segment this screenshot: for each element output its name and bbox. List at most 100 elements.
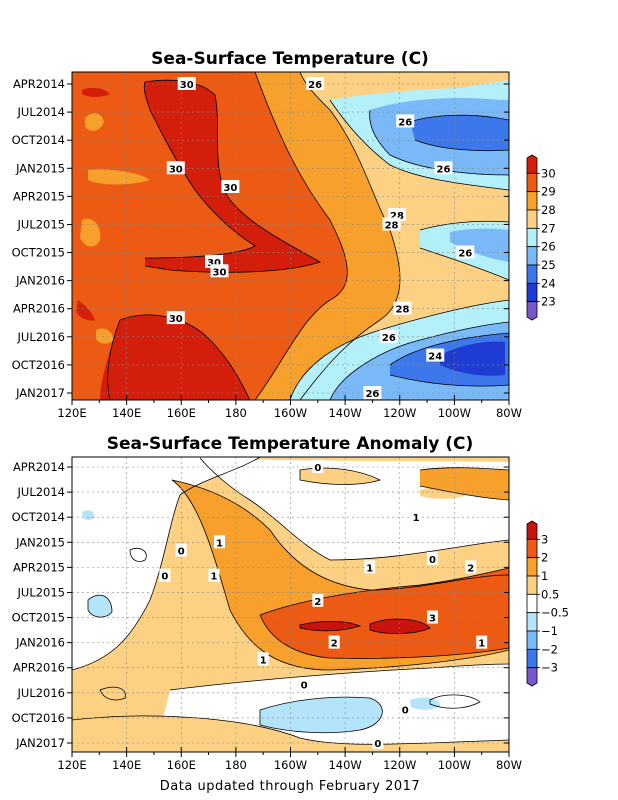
anomaly-contour-label: 0 <box>161 572 168 583</box>
sst-x-tick-label: 120W <box>383 406 416 420</box>
anomaly-colorbar-swatch <box>526 557 538 577</box>
anomaly-colorbar-label: −0.5 <box>541 606 569 620</box>
sst-y-tick-label: APR2014 <box>13 77 65 91</box>
sst-contour-label: 26 <box>458 249 472 260</box>
anomaly-contour-label-box <box>208 568 220 582</box>
anomaly-contour-label-box <box>312 593 324 607</box>
sst-x-tick-label: 160E <box>167 406 196 420</box>
anomaly-y-tick-label: JUL2016 <box>17 686 65 700</box>
sst-contour-label: 28 <box>390 211 404 222</box>
sst-colorbar-label: 26 <box>541 240 556 254</box>
anomaly-contour-label: 2 <box>331 639 338 650</box>
anomaly-contour-label-box <box>364 560 376 574</box>
sst-contour-label-box <box>210 264 229 278</box>
sst-y-tick-label: JAN2017 <box>15 386 65 400</box>
sst-colorbar: 30 29 28 27 26 25 24 23 <box>526 154 556 321</box>
sst-x-tick-label: 100W <box>438 406 471 420</box>
anomaly-x-tick-label: 140E <box>112 758 141 772</box>
anomaly-chart-title: Sea-Surface Temperature Anomaly (C) <box>107 434 474 454</box>
sst-contour-label-box <box>396 114 415 128</box>
sst-contour-label-box <box>363 386 382 399</box>
anomaly-colorbar-label: 3 <box>541 532 548 546</box>
anomaly-x-tick-label: 160E <box>167 758 196 772</box>
sst-colorbar-swatch <box>526 301 538 321</box>
sst-colorbar-swatch <box>526 172 538 193</box>
sst-y-tick-label: OCT2016 <box>12 358 65 372</box>
anomaly-y-tick-label: OCT2015 <box>12 611 65 625</box>
anomaly-contour-label-box <box>427 610 439 624</box>
sst-contour-label: 24 <box>428 352 442 363</box>
anomaly-contour-label: 1 <box>413 513 420 524</box>
anomaly-x-tick-label: 120W <box>383 758 416 772</box>
sst-contour-label-box <box>177 77 196 90</box>
sst-contour-label: 28 <box>385 220 399 231</box>
anomaly-contour-label-box <box>257 652 269 666</box>
anomaly-contour-label-box <box>312 460 324 473</box>
anomaly-contour-label: 0 <box>374 739 381 750</box>
anomaly-contour-label-box <box>410 510 422 524</box>
anomaly-colorbar-swatch <box>526 630 538 650</box>
sst-contour-label-box <box>456 245 475 259</box>
anomaly-colorbar-swatch <box>526 648 538 669</box>
anomaly-x-tick-label: 140W <box>328 758 361 772</box>
data-updated-footer: Data updated through February 2017 <box>160 779 420 794</box>
sst-contour-label-box <box>393 301 412 315</box>
anomaly-x-tick-label: 120E <box>57 758 86 772</box>
sst-y-tick-label: JAN2015 <box>15 161 65 175</box>
sst-contour-label: 26 <box>308 80 322 91</box>
anomaly-contour-label: 0 <box>314 463 321 474</box>
sst-contour-label-box <box>382 217 401 231</box>
anomaly-colorbar-swatch <box>526 593 538 614</box>
anomaly-contour-label: 1 <box>211 572 218 583</box>
anomaly-colorbar-label: 0.5 <box>541 587 559 601</box>
anomaly-contour-label-box <box>476 635 488 649</box>
anomaly-contour-label-box <box>372 736 384 749</box>
sst-heatmap-field <box>72 72 509 400</box>
anomaly-x-tick-label: 80W <box>496 758 522 772</box>
anomaly-contour-label: 1 <box>216 538 223 549</box>
sst-colorbar-swatch <box>526 282 538 303</box>
anomaly-y-tick-label: OCT2016 <box>12 711 65 725</box>
anomaly-colorbar-swatch <box>526 612 538 632</box>
anomaly-colorbar-swatch <box>526 575 538 595</box>
anomaly-y-tick-label: OCT2014 <box>12 510 65 524</box>
anomaly-colorbar-label: −3 <box>541 661 558 675</box>
sst-x-tick-label: 160W <box>274 406 307 420</box>
anomaly-y-tick-label: JAN2016 <box>15 636 65 650</box>
sst-contour-label-box <box>434 161 453 175</box>
sst-contour-label-box <box>221 180 240 193</box>
sst-y-tick-label: APR2015 <box>13 189 65 203</box>
sst-colorbar-label: 29 <box>541 185 556 199</box>
sst-contour-label-box <box>379 329 398 343</box>
sst-y-tick-label: JUL2016 <box>17 330 65 344</box>
sst-colorbar-label: 30 <box>541 166 556 180</box>
anomaly-contour-label: 2 <box>314 597 321 608</box>
sst-chart-title: Sea-Surface Temperature (C) <box>151 49 429 69</box>
sst-contour-label: 30 <box>169 314 183 325</box>
anomaly-contour-label-box <box>427 552 439 565</box>
anomaly-contour-label: 3 <box>429 614 436 625</box>
sst-colorbar-swatch <box>526 191 538 211</box>
anomaly-colorbar-swatch <box>526 538 538 559</box>
anomaly-colorbar-label: −2 <box>541 642 558 656</box>
anomaly-y-axis: APR2014 JUL2014 OCT2014 JAN2015 APR2015 JUL20… <box>12 460 509 750</box>
anomaly-contour-label: 1 <box>366 563 373 574</box>
sst-colorbar-swatch <box>526 209 538 229</box>
anomaly-y-tick-label: APR2016 <box>13 661 65 675</box>
sst-contour-label: 30 <box>180 80 194 91</box>
sst-x-tick-label: 80W <box>496 406 522 420</box>
sst-contour-label: 26 <box>398 117 412 128</box>
sst-y-tick-label: OCT2015 <box>12 246 65 260</box>
sst-x-tick-label: 180 <box>225 406 247 420</box>
anomaly-x-axis: 120E 140E 160E 180 160W 140W 120W 100W 80W <box>57 747 522 772</box>
anomaly-colorbar-label: −1 <box>541 624 558 638</box>
anomaly-contour-label-box <box>175 543 187 557</box>
sst-contour-label: 28 <box>396 305 410 316</box>
sst-contour-label: 26 <box>365 389 379 400</box>
sst-y-tick-label: APR2016 <box>13 302 65 316</box>
anomaly-colorbar-swatch <box>526 520 538 540</box>
anomaly-contour-label: 0 <box>301 680 308 691</box>
anomaly-colorbar-label: 2 <box>541 551 548 565</box>
